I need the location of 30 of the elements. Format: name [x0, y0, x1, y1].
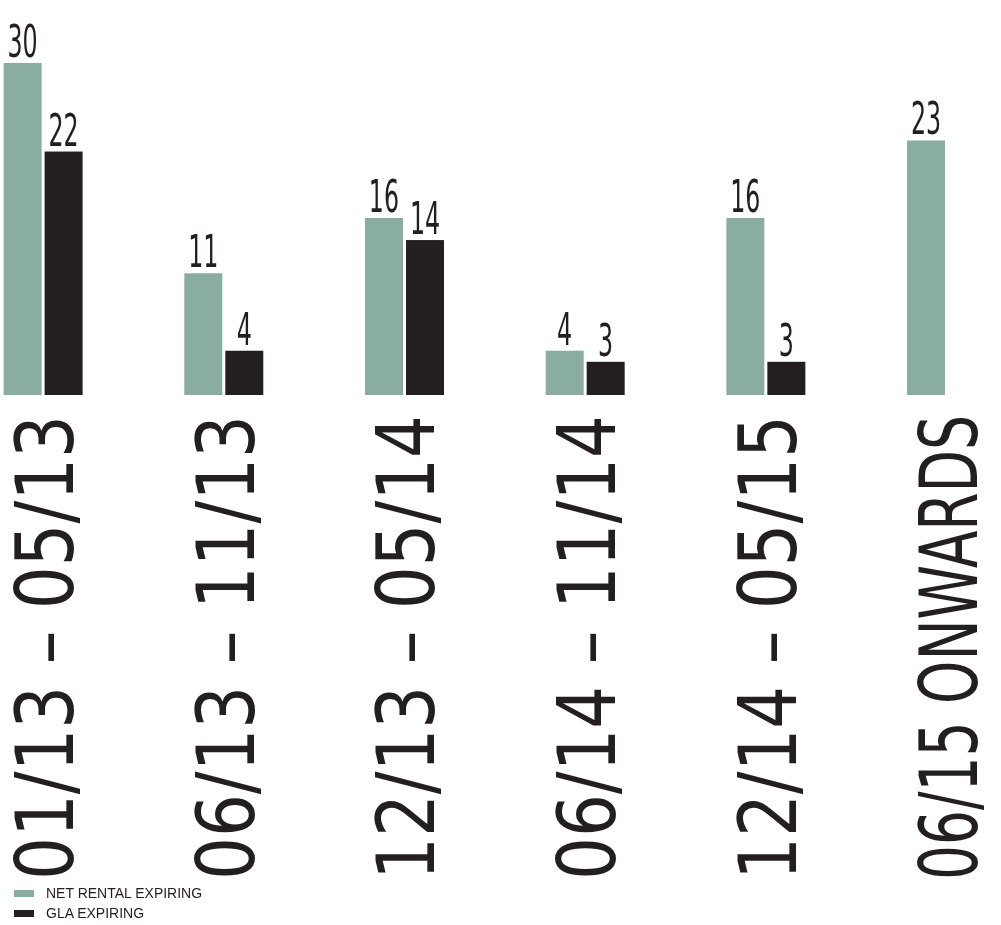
x-tick-label: 12/14 – 05/15 — [721, 415, 815, 880]
bar — [726, 217, 765, 395]
data-label: 16 — [368, 170, 400, 223]
data-label: 14 — [409, 192, 441, 245]
data-label: 30 — [7, 15, 38, 68]
x-tick-label: 12/13 – 05/14 — [360, 415, 454, 880]
bar — [907, 140, 946, 395]
legend-label: GLA EXPIRING — [46, 905, 145, 921]
data-label: 3 — [598, 314, 614, 367]
bar — [364, 217, 403, 395]
bar — [586, 361, 625, 395]
bar — [767, 361, 806, 395]
x-tick-label: 06/14 – 11/14 — [540, 415, 634, 880]
bar — [545, 350, 584, 395]
bar — [3, 63, 42, 395]
data-label: 23 — [910, 93, 942, 146]
bar — [184, 273, 223, 395]
x-tick-label: 06/15 ONWARDS — [902, 415, 996, 880]
data-label: 3 — [778, 314, 794, 367]
legend-label: NET RENTAL EXPIRING — [46, 885, 203, 901]
data-label: 4 — [236, 303, 252, 356]
data-label: 4 — [557, 303, 573, 356]
x-tick-label: 01/13 – 05/13 — [0, 415, 92, 880]
data-label: 11 — [188, 226, 219, 279]
x-tick-label: 06/13 – 11/13 — [179, 415, 273, 880]
bar — [44, 151, 83, 395]
bar — [225, 350, 264, 395]
data-label: 22 — [48, 104, 79, 157]
data-label: 16 — [730, 170, 761, 223]
bar — [405, 240, 444, 395]
